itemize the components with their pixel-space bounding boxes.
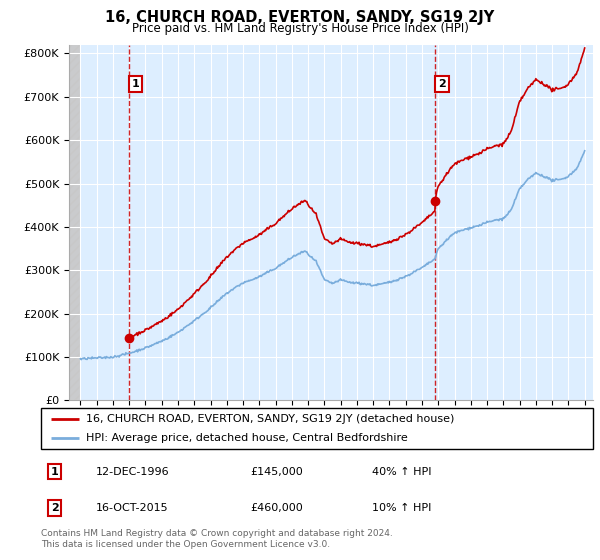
Text: HPI: Average price, detached house, Central Bedfordshire: HPI: Average price, detached house, Cent… <box>86 433 408 444</box>
Text: 1: 1 <box>51 466 58 477</box>
Text: Price paid vs. HM Land Registry's House Price Index (HPI): Price paid vs. HM Land Registry's House … <box>131 22 469 35</box>
Text: 16-OCT-2015: 16-OCT-2015 <box>96 503 169 513</box>
Text: 16, CHURCH ROAD, EVERTON, SANDY, SG19 2JY (detached house): 16, CHURCH ROAD, EVERTON, SANDY, SG19 2J… <box>86 414 454 424</box>
Text: 10% ↑ HPI: 10% ↑ HPI <box>372 503 431 513</box>
Text: 2: 2 <box>438 79 446 89</box>
Bar <box>69 45 80 400</box>
Text: 40% ↑ HPI: 40% ↑ HPI <box>372 466 431 477</box>
Text: 12-DEC-1996: 12-DEC-1996 <box>96 466 170 477</box>
Text: 1: 1 <box>132 79 140 89</box>
Text: £145,000: £145,000 <box>251 466 304 477</box>
Text: 16, CHURCH ROAD, EVERTON, SANDY, SG19 2JY: 16, CHURCH ROAD, EVERTON, SANDY, SG19 2J… <box>106 10 494 25</box>
FancyBboxPatch shape <box>41 408 593 449</box>
Text: 2: 2 <box>51 503 58 513</box>
Text: Contains HM Land Registry data © Crown copyright and database right 2024.
This d: Contains HM Land Registry data © Crown c… <box>41 529 392 549</box>
Text: £460,000: £460,000 <box>251 503 304 513</box>
